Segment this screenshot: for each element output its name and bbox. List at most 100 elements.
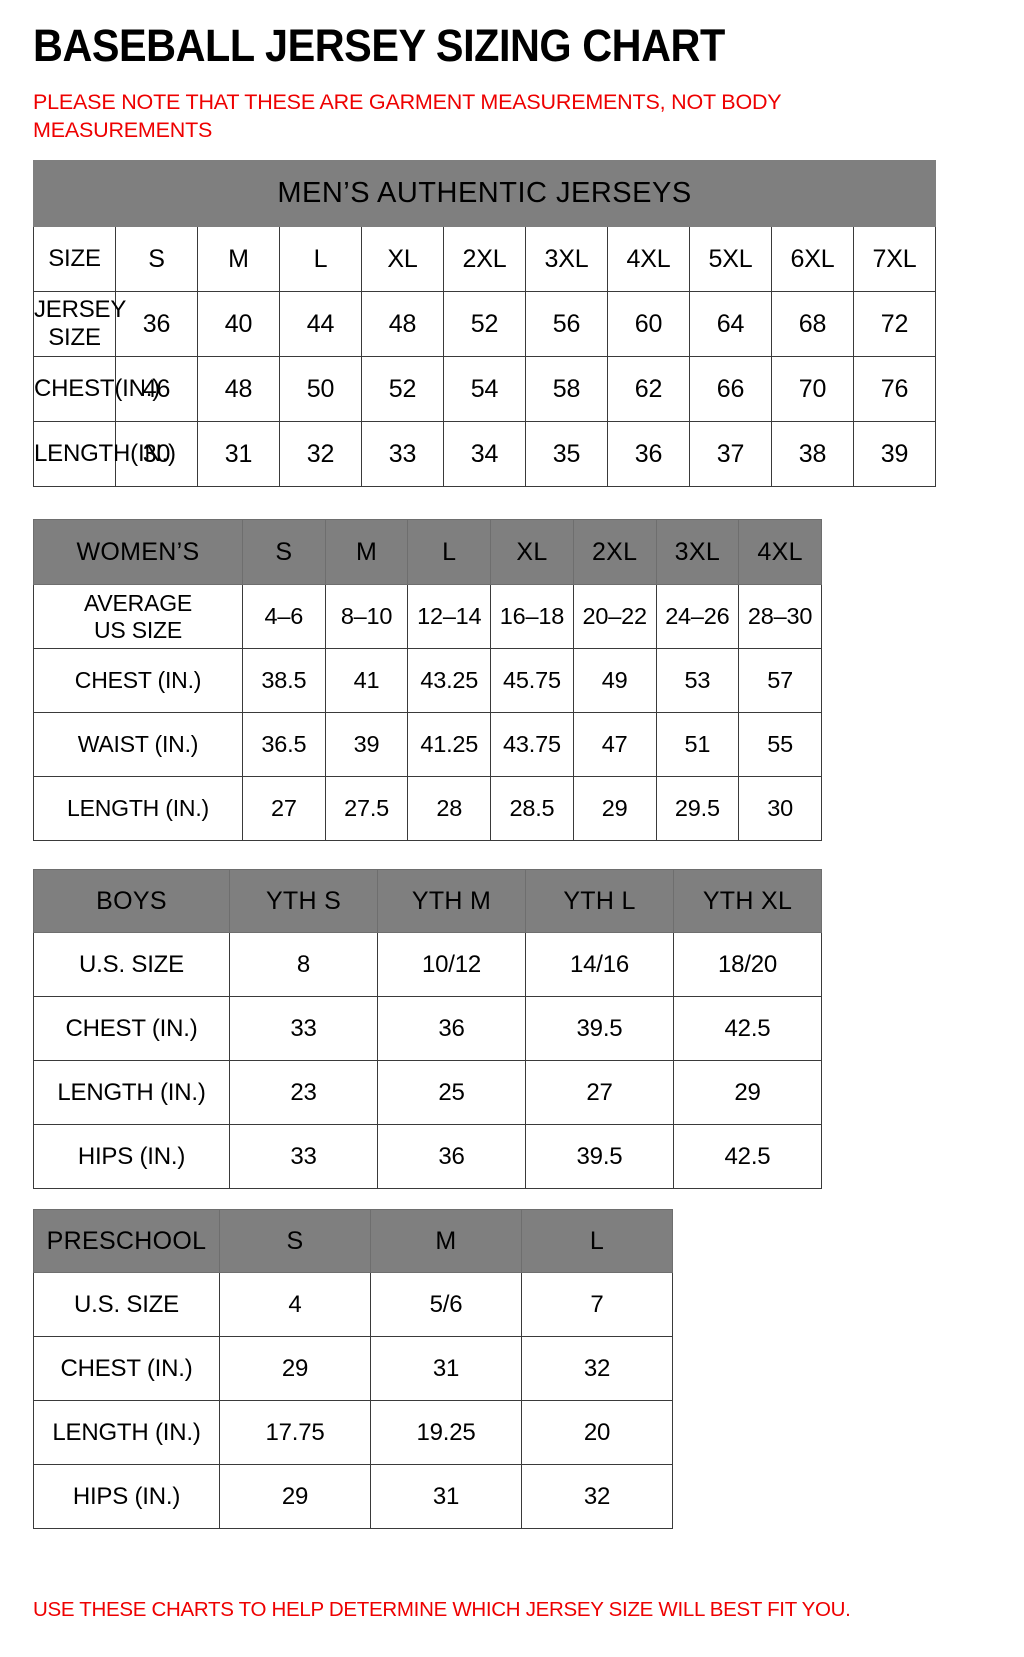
page-title: BASEBALL JERSEY SIZING CHART xyxy=(33,20,725,71)
boys-sizing-table: BOYS YTH S YTH M YTH L YTH XL U.S. SIZE … xyxy=(33,869,822,1189)
cell: 39.5 xyxy=(525,1124,674,1189)
womens-col-header: S xyxy=(242,519,326,585)
cell: 39 xyxy=(853,421,936,487)
row-label: CHEST (IN.) xyxy=(33,996,230,1061)
cell: 66 xyxy=(689,356,772,422)
cell: 60 xyxy=(607,291,690,357)
cell: 12–14 xyxy=(407,584,492,649)
cell: 52 xyxy=(361,356,444,422)
cell: 58 xyxy=(525,356,608,422)
cell: 45.75 xyxy=(490,648,574,713)
womens-col-header: 3XL xyxy=(655,519,740,585)
row-label: LENGTH (IN.) xyxy=(33,1060,230,1125)
table-row: JERSEY SIZE 36 40 44 48 52 56 60 64 68 7… xyxy=(33,291,936,357)
mens-banner-label: MEN’S AUTHENTIC JERSEYS xyxy=(33,160,936,227)
womens-col-header: 4XL xyxy=(738,519,822,585)
table-row: U.S. SIZE 8 10/12 14/16 18/20 xyxy=(33,932,822,997)
cell: 46 xyxy=(115,356,198,422)
cell: 64 xyxy=(689,291,772,357)
cell: 14/16 xyxy=(525,932,674,997)
cell: 17.75 xyxy=(219,1400,371,1465)
table-row: CHEST (IN.) 33 36 39.5 42.5 xyxy=(33,996,822,1061)
table-row: AVERAGE US SIZE 4–6 8–10 12–14 16–18 20–… xyxy=(33,584,822,649)
mens-col-header: 4XL xyxy=(607,226,690,292)
cell: 24–26 xyxy=(655,584,740,649)
row-label: HIPS (IN.) xyxy=(33,1464,220,1529)
cell: 10/12 xyxy=(377,932,526,997)
cell: 38.5 xyxy=(242,648,326,713)
cell: 27.5 xyxy=(324,776,409,841)
cell: 23 xyxy=(229,1060,378,1125)
cell: 37 xyxy=(689,421,772,487)
cell: 57 xyxy=(738,648,822,713)
cell: 31 xyxy=(370,1464,522,1529)
cell: 39 xyxy=(324,712,409,777)
cell: 29.5 xyxy=(655,776,740,841)
table-row: CHEST(IN.) 46 48 50 52 54 58 62 66 70 76 xyxy=(33,356,936,422)
mens-col-header: XL xyxy=(361,226,444,292)
womens-sizing-table: WOMEN’S S M L XL 2XL 3XL 4XL AVERAGE US … xyxy=(33,519,822,841)
row-label-line2: US SIZE xyxy=(93,616,183,643)
mens-col-header: L xyxy=(279,226,362,292)
cell: 25 xyxy=(377,1060,526,1125)
cell: 7 xyxy=(521,1272,673,1337)
cell: 44 xyxy=(279,291,362,357)
row-label: JERSEY SIZE xyxy=(33,291,126,357)
cell: 16–18 xyxy=(490,584,574,649)
cell: 33 xyxy=(229,1124,378,1189)
cell: 68 xyxy=(771,291,854,357)
cell: 30 xyxy=(115,421,198,487)
boys-corner-label: BOYS xyxy=(33,869,230,933)
mens-col-header: S xyxy=(115,226,198,292)
mens-corner-label: SIZE xyxy=(33,226,116,292)
cell: 5/6 xyxy=(370,1272,522,1337)
cell: 40 xyxy=(197,291,280,357)
cell: 28.5 xyxy=(490,776,574,841)
cell: 38 xyxy=(771,421,854,487)
cell: 48 xyxy=(197,356,280,422)
row-label: HIPS (IN.) xyxy=(33,1124,230,1189)
cell: 54 xyxy=(443,356,526,422)
cell: 29 xyxy=(219,1336,371,1401)
cell: 52 xyxy=(443,291,526,357)
womens-col-header: M xyxy=(324,519,409,585)
cell: 36.5 xyxy=(242,712,326,777)
table-row: HIPS (IN.) 29 31 32 xyxy=(33,1464,673,1529)
cell: 39.5 xyxy=(525,996,674,1061)
cell: 36 xyxy=(377,1124,526,1189)
cell: 76 xyxy=(853,356,936,422)
cell: 30 xyxy=(738,776,822,841)
cell: 62 xyxy=(607,356,690,422)
row-label: U.S. SIZE xyxy=(33,1272,220,1337)
womens-col-header: L xyxy=(407,519,492,585)
cell: 34 xyxy=(443,421,526,487)
preschool-col-header: S xyxy=(219,1209,371,1273)
garment-measurement-note: PLEASE NOTE THAT THESE ARE GARMENT MEASU… xyxy=(33,90,782,142)
boys-col-header: YTH XL xyxy=(673,869,822,933)
cell: 33 xyxy=(229,996,378,1061)
cell: 19.25 xyxy=(370,1400,522,1465)
cell: 55 xyxy=(738,712,822,777)
mens-col-header: 7XL xyxy=(853,226,936,292)
womens-corner-label: WOMEN’S xyxy=(33,519,243,585)
table-row: CHEST (IN.) 29 31 32 xyxy=(33,1336,673,1401)
boys-col-header: YTH L xyxy=(525,869,674,933)
cell: 4–6 xyxy=(242,584,326,649)
womens-col-header: XL xyxy=(490,519,574,585)
table-row: LENGTH (IN.) 23 25 27 29 xyxy=(33,1060,822,1125)
table-row: CHEST (IN.) 38.5 41 43.25 45.75 49 53 57 xyxy=(33,648,822,713)
cell: 43.75 xyxy=(490,712,574,777)
preschool-col-header: L xyxy=(521,1209,673,1273)
table-row: LENGTH (IN.) 17.75 19.25 20 xyxy=(33,1400,673,1465)
preschool-col-header: M xyxy=(370,1209,522,1273)
table-row: U.S. SIZE 4 5/6 7 xyxy=(33,1272,673,1337)
table-row: LENGTH (IN.) 27 27.5 28 28.5 29 29.5 30 xyxy=(33,776,822,841)
cell: 48 xyxy=(361,291,444,357)
cell: 35 xyxy=(525,421,608,487)
mens-col-header: M xyxy=(197,226,280,292)
table-header-row: PRESCHOOL S M L xyxy=(33,1209,673,1273)
cell: 50 xyxy=(279,356,362,422)
row-label: LENGTH (IN.) xyxy=(33,776,243,841)
cell: 32 xyxy=(279,421,362,487)
